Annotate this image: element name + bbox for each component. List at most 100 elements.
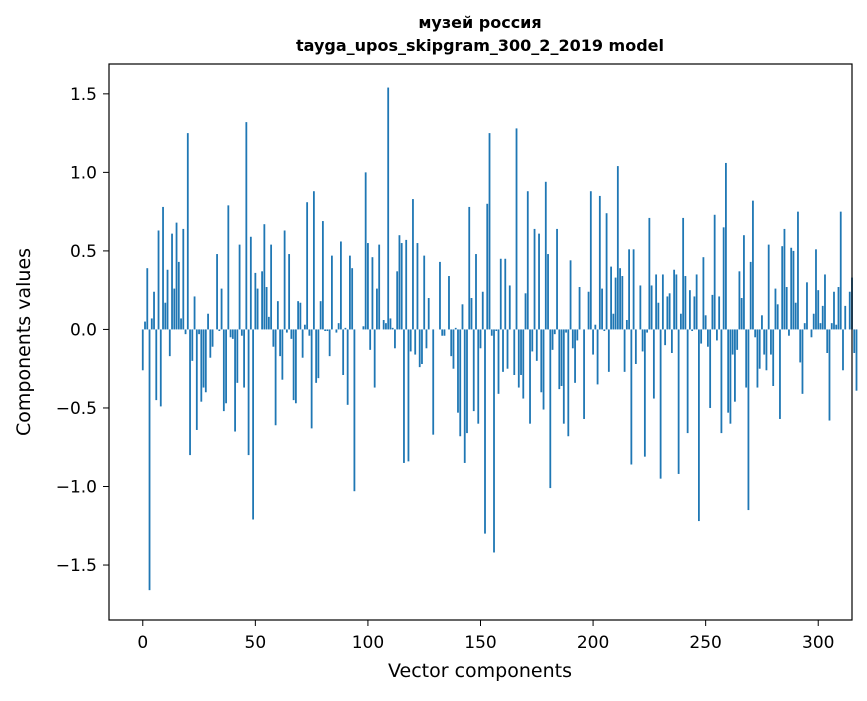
bar-133: [441, 329, 443, 335]
bar-276: [763, 329, 765, 354]
bar-251: [707, 329, 709, 346]
bar-3: [149, 329, 151, 590]
bar-41: [234, 329, 236, 431]
bar-82: [327, 329, 329, 331]
bar-305: [829, 329, 831, 420]
bar-190: [570, 260, 572, 329]
bar-217: [630, 329, 632, 464]
bar-299: [815, 249, 817, 329]
bar-224: [646, 329, 648, 332]
bar-165: [513, 329, 515, 375]
bar-35: [221, 289, 223, 330]
bar-262: [732, 329, 734, 354]
bar-270: [750, 262, 752, 330]
bar-27: [203, 329, 205, 387]
bar-129: [432, 329, 434, 434]
bar-181: [549, 329, 551, 488]
bar-114: [399, 235, 401, 329]
bar-212: [619, 268, 621, 329]
bar-58: [272, 329, 274, 346]
bar-6: [155, 329, 157, 400]
bar-90: [345, 328, 347, 330]
bar-170: [525, 293, 527, 329]
bar-300: [817, 290, 819, 329]
bar-184: [556, 229, 558, 330]
bar-310: [840, 212, 842, 330]
bar-159: [500, 259, 502, 330]
bar-50: [254, 273, 256, 330]
bar-73: [306, 202, 308, 329]
bar-148: [475, 254, 477, 329]
bar-124: [421, 329, 423, 364]
y-tick-label: 1.0: [70, 163, 97, 183]
bar-294: [804, 323, 806, 329]
bar-182: [552, 329, 554, 349]
bar-192: [574, 329, 576, 382]
bar-228: [655, 274, 657, 329]
bar-199: [590, 191, 592, 329]
bar-40: [232, 329, 234, 338]
bar-162: [507, 329, 509, 368]
bar-252: [709, 329, 711, 408]
bar-203: [599, 196, 601, 330]
bar-226: [651, 285, 653, 329]
bar-103: [374, 329, 376, 387]
bar-206: [606, 213, 608, 329]
bar-204: [601, 289, 603, 330]
bar-110: [390, 318, 392, 329]
bar-151: [482, 292, 484, 330]
bar-66: [290, 329, 292, 338]
bar-289: [793, 251, 795, 330]
bar-136: [448, 276, 450, 329]
bar-163: [509, 285, 511, 329]
bar-51: [257, 289, 259, 330]
bar-118: [408, 329, 410, 461]
bar-1: [144, 322, 146, 330]
bar-216: [628, 249, 630, 329]
bar-4: [151, 318, 153, 329]
bar-198: [588, 292, 590, 330]
bar-29: [207, 314, 209, 330]
bar-202: [597, 329, 599, 384]
bar-225: [648, 218, 650, 330]
y-tick-label: −1.0: [56, 477, 97, 497]
bar-25: [198, 329, 200, 334]
bar-175: [536, 329, 538, 360]
x-tick-label: 100: [352, 633, 384, 653]
bar-214: [624, 329, 626, 371]
bar-146: [471, 298, 473, 329]
bar-105: [378, 245, 380, 330]
bar-248: [700, 329, 702, 343]
bar-268: [745, 329, 747, 387]
bar-88: [340, 241, 342, 329]
bar-167: [518, 329, 520, 387]
bar-297: [811, 329, 813, 337]
bar-171: [527, 191, 529, 329]
bar-209: [612, 314, 614, 330]
bar-125: [423, 256, 425, 330]
bar-39: [230, 329, 232, 337]
bar-42: [236, 329, 238, 382]
bar-132: [439, 262, 441, 330]
bar-18: [182, 229, 184, 330]
y-tick-label: −1.5: [56, 556, 97, 576]
bar-176: [538, 234, 540, 330]
bar-158: [498, 329, 500, 393]
bar-230: [660, 329, 662, 478]
bar-43: [239, 245, 241, 330]
bar-78: [317, 329, 319, 378]
bar-147: [473, 329, 475, 411]
bar-166: [516, 128, 518, 329]
bar-93: [351, 268, 353, 329]
bar-38: [227, 205, 229, 329]
bar-12: [169, 329, 171, 356]
bar-113: [396, 271, 398, 329]
bar-72: [304, 325, 306, 330]
bar-112: [394, 329, 396, 348]
bar-267: [743, 235, 745, 329]
bar-256: [718, 296, 720, 329]
bar-127: [428, 298, 430, 329]
bar-142: [462, 304, 464, 329]
bar-49: [252, 329, 254, 519]
bar-61: [279, 329, 281, 356]
